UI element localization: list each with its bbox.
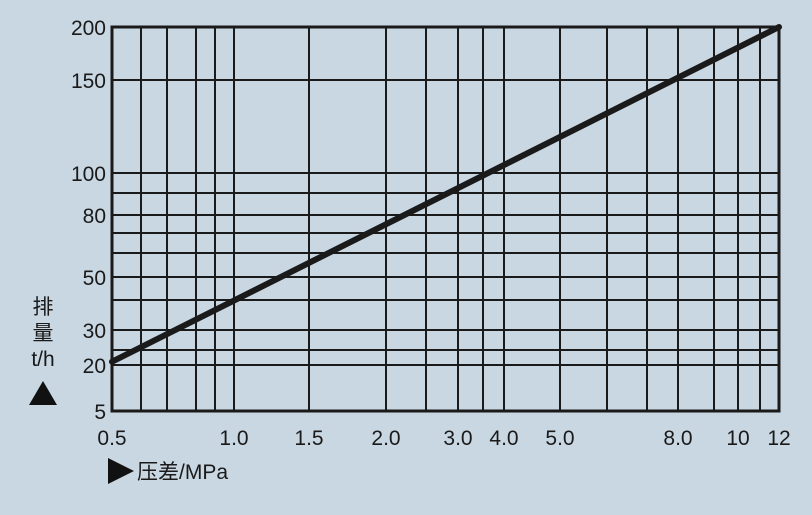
x-tick-label: 3.0 [443,427,472,450]
x-gridlines [111,27,780,411]
series-layer [109,24,782,365]
y-tick-label: 100 [71,163,106,186]
plot-frame [110,25,781,413]
x-axis-label: 压差/MPa [108,456,228,486]
x-tick-label: 10 [726,427,749,450]
triangle-right-icon [108,458,134,484]
x-tick-label: 0.5 [97,427,126,450]
y-tick-label: 30 [83,320,106,343]
y-tick-label: 150 [71,70,106,93]
y-axis-label: 排 量 t/h [29,295,57,405]
y-axis-unit: t/h [31,348,55,371]
x-tick-label: 12 [767,427,790,450]
x-tick-labels: 0.5 1.0 1.5 2.0 3.0 4.0 5.0 8.0 10 12 [97,427,790,450]
plot-border [110,25,781,413]
y-tick-label: 5 [94,401,106,424]
x-tick-label: 8.0 [663,427,692,450]
x-tick-label: 1.5 [294,427,323,450]
y-axis-label-char: 排 [32,296,54,319]
x-tick-label: 1.0 [219,427,248,450]
x-axis-label-text: 压差/MPa [137,461,229,484]
y-axis-label-char: 量 [32,322,54,345]
y-tick-labels: 5 20 30 50 80 100 150 200 [71,17,106,424]
series-line [109,24,782,365]
y-tick-label: 200 [71,17,106,40]
y-tick-label: 80 [83,205,106,228]
x-tick-label: 4.0 [489,427,518,450]
y-tick-label: 20 [83,355,106,378]
x-tick-label: 5.0 [545,427,574,450]
triangle-up-icon [29,381,57,405]
y-tick-label: 50 [83,267,106,290]
x-tick-label: 2.0 [371,427,400,450]
